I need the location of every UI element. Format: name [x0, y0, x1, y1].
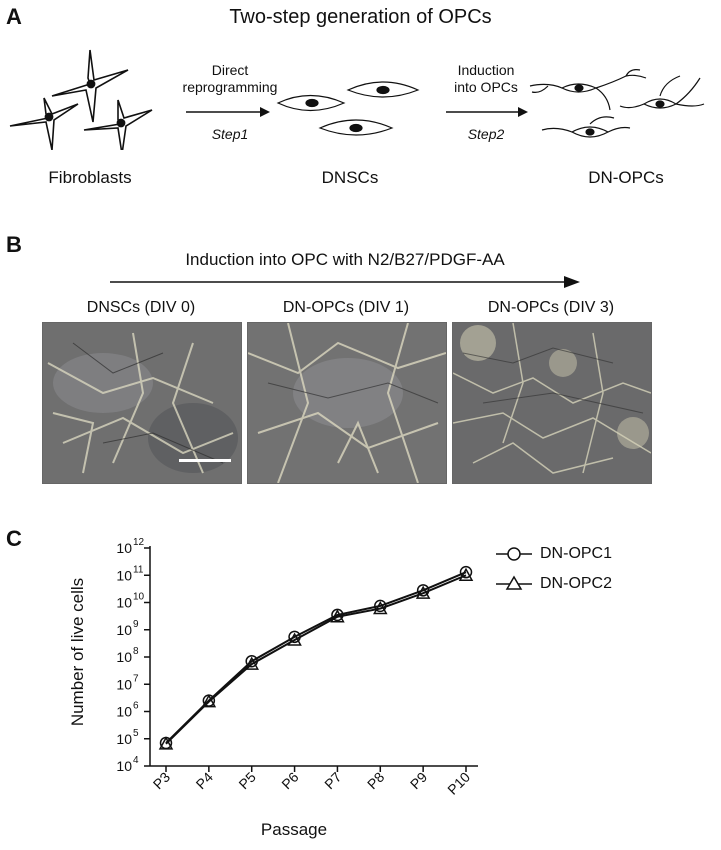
- step2-label-line1: Induction: [457, 62, 515, 78]
- step2-label: Step2: [467, 126, 505, 142]
- data-point-triangle: [201, 694, 217, 708]
- data-point-triangle: [458, 567, 474, 581]
- fibroblast-cell: [83, 99, 153, 150]
- micrograph-div1: [247, 322, 447, 484]
- series-line-dn-opc2: [165, 574, 467, 745]
- y-tick-exponent: 7: [133, 673, 139, 684]
- legend-symbols: [496, 547, 532, 590]
- opc-cell: [541, 116, 631, 138]
- y-tick-exponent: 6: [133, 701, 139, 712]
- x-tick-label: P8: [364, 769, 388, 793]
- panel-a-title: Two-step generation of OPCs: [229, 6, 492, 28]
- step1-label-line2: reprogramming: [182, 79, 278, 95]
- dn-opcs-label: DN-OPCs: [588, 168, 664, 187]
- x-tick-label: P5: [235, 769, 259, 793]
- fibroblasts-label: Fibroblasts: [48, 168, 132, 187]
- x-tick-label: P4: [193, 769, 217, 793]
- data-point-triangle: [158, 736, 174, 750]
- fibroblast-cell: [51, 49, 129, 123]
- induction-arrow: [110, 276, 580, 288]
- opc-cell: [619, 75, 705, 109]
- y-tick-label: 10: [116, 731, 132, 747]
- x-tick-label: P9: [407, 769, 431, 793]
- y-tick-label: 10: [116, 704, 132, 720]
- opc-cell: [529, 69, 647, 111]
- y-tick-label: 10: [116, 622, 132, 638]
- panel-b-letter: B: [6, 232, 22, 257]
- data-point-triangle: [287, 632, 302, 646]
- panel-c-letter: C: [6, 526, 22, 551]
- step1-label-line1: Direct: [211, 62, 249, 78]
- legend-marker-triangle: [496, 575, 532, 590]
- fibroblast-cell: [9, 97, 79, 150]
- dnsc-cell: [276, 94, 346, 112]
- legend-label-dn-opc2: DN-OPC2: [540, 575, 613, 592]
- y-tick-exponent: 10: [133, 592, 145, 603]
- x-tick-label: P7: [321, 769, 345, 793]
- x-axis-label: Passage: [260, 820, 328, 839]
- y-tick-exponent: 4: [133, 755, 139, 766]
- legend-marker-circle: [496, 547, 532, 561]
- y-tick-exponent: 12: [133, 537, 145, 548]
- panel-a-letter: A: [6, 4, 22, 29]
- legend-label-dn-opc1: DN-OPC1: [540, 545, 613, 562]
- micrograph-div3: [452, 322, 652, 484]
- data-point-triangle: [244, 656, 259, 670]
- y-tick-label: 10: [116, 540, 132, 556]
- y-tick-exponent: 8: [133, 646, 139, 657]
- y-tick-label: 10: [116, 595, 132, 611]
- y-tick-label: 10: [116, 758, 132, 774]
- y-tick-label: 10: [116, 567, 132, 583]
- data-point-triangle: [330, 609, 345, 623]
- schematic-illustration: [9, 49, 705, 150]
- x-tick-label: P6: [278, 769, 302, 793]
- y-tick-exponent: 5: [133, 728, 139, 739]
- x-tick-label: P3: [150, 769, 174, 793]
- dnsc-cell: [318, 119, 394, 136]
- x-tick-label: P10: [444, 769, 473, 798]
- y-tick-label: 10: [116, 649, 132, 665]
- y-tick-exponent: 9: [133, 619, 139, 630]
- step2-label-line2: into OPCs: [454, 79, 518, 95]
- micrograph-div0: [42, 322, 242, 484]
- dnscs-label: DNSCs: [321, 168, 379, 187]
- step1-label: Step1: [211, 126, 249, 142]
- data-point-triangle: [373, 600, 388, 615]
- image-label-div0: DNSCs (DIV 0): [86, 299, 196, 316]
- image-label-div1: DN-OPCs (DIV 1): [282, 299, 410, 316]
- data-point-circle: [459, 565, 473, 579]
- image-label-div3: DN-OPCs (DIV 3): [487, 299, 615, 316]
- induction-label: Induction into OPC with N2/B27/PDGF-AA: [185, 250, 505, 269]
- y-tick-label: 10: [116, 676, 132, 692]
- data-point-triangle: [415, 585, 431, 599]
- dnsc-cell: [346, 81, 420, 98]
- y-tick-exponent: 11: [133, 564, 144, 575]
